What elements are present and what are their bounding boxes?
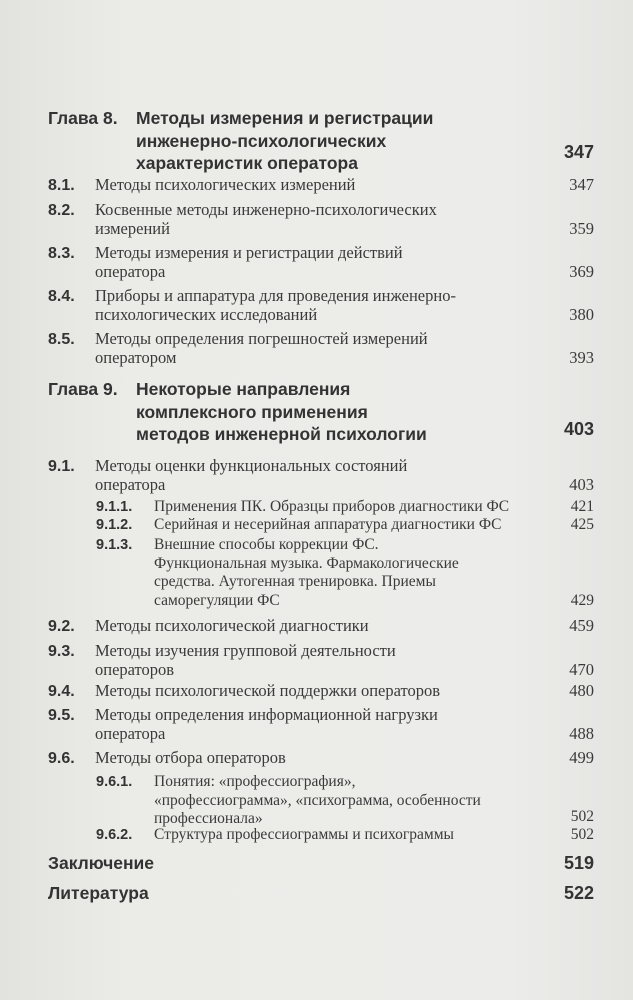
section-title: Косвенные методы инженерно-психологическ…	[95, 200, 437, 238]
title-line: профессионала»	[154, 810, 263, 827]
subsection-title: Структура профессиограммы и психограммы	[154, 826, 454, 845]
section-number: 8.4.	[48, 288, 75, 305]
title-line: Методы определения погрешностей измерени…	[95, 329, 428, 348]
title-line: Методы психологических измерений	[95, 175, 356, 194]
page-number: 425	[570, 516, 594, 533]
section-number: 8.5.	[48, 331, 75, 348]
title-line: характеристик оператора	[136, 153, 358, 173]
section-number: 8.3.	[48, 245, 75, 262]
page-number: 499	[569, 748, 594, 767]
title-line: Приборы и аппаратура для проведения инже…	[95, 286, 456, 305]
title-line: Методы изучения групповой деятельности	[95, 641, 396, 660]
title-line: Методы психологической диагностики	[95, 616, 369, 635]
section-number: 9.3.	[48, 643, 75, 660]
section-title: Методы оценки функциональных состояний оп…	[95, 456, 408, 494]
title-line: Методы отбора операторов	[95, 748, 286, 767]
section-number: 9.4.	[48, 683, 75, 700]
title-line: Понятия: «профессиография»,	[154, 773, 356, 790]
title-line: методов инженерной психологии	[136, 424, 427, 444]
page-number: 522	[563, 883, 594, 903]
subsection-title: Применения ПК. Образцы приборов диагност…	[154, 498, 509, 517]
section-number: 9.1.	[48, 458, 75, 475]
conclusion-title: Заключение	[48, 852, 154, 874]
chapter-title: Методы измерения и регистрации инженерно…	[136, 107, 433, 175]
subsection-title: Внешние способы коррекции ФС. Функционал…	[154, 536, 459, 610]
title-line: Некоторые направления	[136, 379, 351, 399]
section-number: 8.1.	[48, 177, 75, 194]
title-line: оператора	[95, 474, 166, 494]
page-number: 488	[569, 723, 594, 743]
page-number: 359	[569, 218, 594, 238]
page-number: 519	[563, 853, 594, 873]
subsection-title: Понятия: «профессиография», «профессиогр…	[154, 773, 481, 829]
subsection-number: 9.6.1.	[96, 774, 133, 790]
title-line: Применения ПК. Образцы приборов диагност…	[154, 498, 510, 515]
title-line: оператора	[95, 723, 166, 743]
title-line: психологических исследований	[95, 304, 318, 324]
title-line: инженерно-психологических	[136, 130, 387, 151]
title-line: Методы оценки функциональных состояний	[95, 456, 408, 475]
page-number: 470	[569, 659, 594, 679]
page-number: 393	[569, 347, 594, 367]
title-line: оператором	[95, 347, 177, 367]
page-number: 502	[570, 808, 594, 825]
title-line: Внешние способы коррекции ФС.	[154, 536, 379, 553]
page-number: 480	[569, 681, 594, 700]
section-title: Методы измерения и регистрации действий о…	[95, 243, 403, 281]
title-line: Косвенные методы инженерно-психологическ…	[95, 200, 437, 219]
title-line: средства. Аутогенная тренировка. Приемы	[154, 573, 436, 590]
title-line: измерений	[95, 218, 170, 238]
page-number: 421	[570, 498, 594, 515]
page-number: 459	[569, 616, 594, 635]
subsection-title: Серийная и несерийная аппаратура диагнос…	[154, 516, 501, 535]
section-title: Методы отбора операторов	[95, 748, 286, 768]
section-title: Приборы и аппаратура для проведения инже…	[95, 286, 456, 324]
chapter-title: Некоторые направления комплексного приме…	[136, 378, 427, 446]
title-line: Заключение	[48, 853, 155, 873]
title-line: комплексного применения	[136, 401, 368, 422]
subsection-number: 9.1.2.	[96, 517, 133, 533]
section-title: Методы определения информационной нагруз…	[95, 705, 438, 743]
chapter-label: Глава 8.	[48, 108, 118, 128]
title-line: Серийная и несерийная аппаратура диагнос…	[154, 516, 502, 533]
literature-title: Литература	[48, 882, 149, 904]
subsection-number: 9.1.3.	[96, 537, 133, 553]
title-line: Функциональная музыка. Фармакологические	[154, 554, 459, 572]
chapter-label: Глава 9.	[48, 379, 118, 399]
section-title: Методы изучения групповой деятельности оп…	[95, 641, 396, 679]
title-line: Методы измерения и регистрации действий	[95, 243, 403, 262]
section-number: 9.5.	[48, 707, 75, 724]
title-line: саморегуляции ФС	[154, 591, 280, 609]
section-title: Методы психологических измерений	[95, 175, 356, 195]
title-line: Методы определения информационной нагруз…	[95, 705, 438, 724]
section-title: Методы определения погрешностей измерени…	[95, 329, 428, 367]
page-number: 369	[569, 261, 594, 281]
page-number: 347	[563, 142, 594, 162]
section-number: 9.2.	[48, 618, 75, 635]
page-number: 403	[563, 419, 594, 439]
page-number: 347	[569, 175, 594, 194]
section-title: Методы психологической поддержки операто…	[95, 681, 441, 701]
page-number: 403	[569, 474, 594, 494]
title-line: Литература	[48, 883, 149, 903]
page-number: 502	[570, 826, 594, 843]
page-number: 380	[569, 304, 594, 324]
page-number: 429	[570, 591, 594, 609]
section-number: 9.6.	[48, 750, 75, 767]
section-title: Методы психологической диагностики	[95, 616, 369, 636]
title-line: оператора	[95, 261, 166, 281]
title-line: Методы измерения и регистрации	[136, 108, 434, 128]
subsection-number: 9.6.2.	[96, 827, 133, 843]
title-line: Методы психологической поддержки операто…	[95, 681, 441, 700]
subsection-number: 9.1.1.	[96, 499, 133, 515]
title-line: Структура профессиограммы и психограммы	[154, 826, 454, 843]
title-line: операторов	[95, 659, 175, 679]
section-number: 8.2.	[48, 202, 75, 219]
title-line: «профессиограмма», «психограмма, особенн…	[154, 791, 481, 809]
